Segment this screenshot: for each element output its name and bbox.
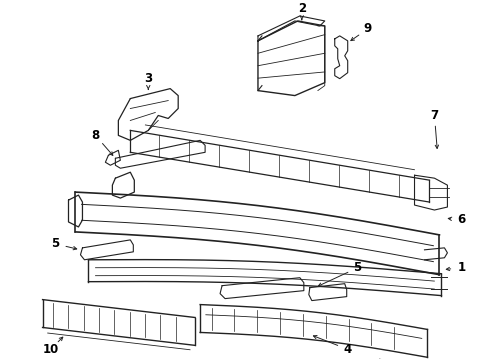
Text: 7: 7 [430, 109, 439, 122]
Text: 9: 9 [364, 22, 372, 35]
Text: 6: 6 [457, 213, 465, 226]
Text: 10: 10 [43, 343, 59, 356]
Text: 3: 3 [144, 72, 152, 85]
Text: 4: 4 [343, 343, 352, 356]
Text: 1: 1 [457, 261, 465, 274]
Text: 2: 2 [298, 3, 306, 15]
Text: 5: 5 [354, 261, 362, 274]
Text: 5: 5 [51, 237, 60, 250]
Text: 8: 8 [91, 129, 99, 142]
